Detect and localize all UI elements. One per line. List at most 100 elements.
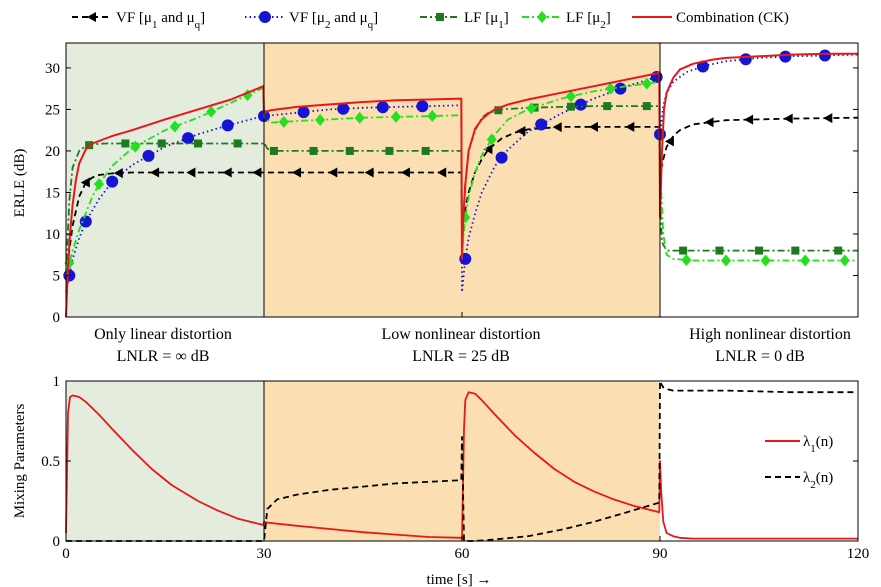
region-labels: Only linear distortion LNLR = ∞ dB Low n…	[94, 326, 851, 365]
erle-marker-vf1	[150, 167, 160, 178]
legend-text: ]	[200, 10, 205, 26]
erle-marker-lf2	[839, 254, 850, 267]
erle-marker-vf2	[416, 100, 429, 113]
mix-y-tick-label: 1	[53, 374, 61, 390]
erle-marker-lf1	[233, 139, 242, 148]
legend-text: and μ	[330, 10, 367, 26]
erle-panel: 0 5 10 15 20 25 30 ERLE (dB)	[12, 42, 859, 326]
legend-label-lf1: LF [μ1]	[464, 10, 509, 31]
legend-item-lf1: LF [μ1]	[420, 10, 509, 31]
erle-y-tick-label: 25	[45, 102, 60, 118]
erle-marker-vf2	[376, 101, 389, 114]
erle-marker-lf1	[385, 146, 394, 155]
erle-marker-vf2	[182, 132, 195, 145]
mix-x-tick-label: 120	[847, 546, 870, 562]
erle-marker-vf1	[364, 167, 374, 178]
erle-marker-vf2	[142, 149, 155, 162]
erle-marker-lf2	[427, 109, 438, 122]
legend-text: ]	[373, 10, 378, 26]
erle-marker-vf2	[535, 118, 548, 131]
erle-marker-vf2	[297, 106, 310, 119]
legend-marker-vf2	[259, 11, 271, 23]
legend-text: and μ	[157, 10, 194, 26]
erle-marker-vf1	[783, 113, 793, 124]
region-high-nonlinear-title: High nonlinear distortion	[689, 326, 851, 343]
erle-marker-lf2	[605, 82, 616, 95]
erle-marker-vf1	[292, 167, 301, 178]
erle-marker-vf1	[744, 114, 754, 125]
erle-marker-vf2	[779, 50, 792, 63]
erle-series	[63, 49, 859, 318]
mix-legend-item-l1: λ1(n)	[765, 434, 833, 455]
mix-line-lambda1	[65, 391, 858, 541]
erle-marker-lf2	[278, 115, 289, 128]
erle-y-tick-label: 15	[45, 185, 60, 201]
erle-marker-vf1	[823, 113, 833, 124]
erle-marker-vf2	[106, 175, 119, 188]
legend-label-vf1: VF [μ1 and μq]	[116, 10, 205, 31]
region-high-nonlinear-bg	[660, 43, 858, 317]
legend-label-vf2: VF [μ2 and μq]	[289, 10, 378, 31]
erle-marker-lf2	[315, 113, 326, 126]
mixing-legend: λ1(n) λ2(n)	[765, 434, 833, 491]
legend-subscript: q	[195, 19, 201, 31]
mix-region-linear-bg	[66, 381, 264, 541]
erle-y-tick-label: 20	[45, 144, 60, 160]
erle-marker-vf1	[400, 167, 410, 178]
erle-marker-lf1	[642, 102, 651, 111]
legend-marker-lf1	[436, 13, 444, 21]
erle-marker-vf1	[80, 177, 90, 188]
mix-legend-label-l2: λ2(n)	[803, 470, 833, 491]
erle-marker-lf2	[800, 254, 811, 267]
erle-marker-lf2	[486, 133, 497, 146]
legend-label-lf2: LF [μ2]	[566, 10, 611, 31]
erle-marker-lf2	[391, 110, 401, 123]
erle-marker-vf1	[664, 136, 674, 147]
erle-marker-lf2	[681, 253, 692, 266]
mix-region-high-nonlinear-bg	[660, 381, 858, 541]
mix-legend-text: λ	[803, 434, 811, 450]
erle-marker-lf1	[494, 106, 503, 115]
mix-legend-item-l2: λ2(n)	[765, 470, 833, 491]
mix-y-tick-label: 0.5	[41, 454, 60, 470]
mix-legend-text: (n)	[816, 434, 834, 450]
erle-marker-lf2	[354, 111, 365, 124]
erle-marker-lf2	[169, 120, 180, 133]
region-linear-title: Only linear distortion	[94, 326, 232, 343]
erle-marker-lf1	[834, 246, 843, 255]
erle-marker-lf2	[526, 102, 537, 115]
erle-marker-lf1	[194, 139, 202, 148]
time-x-axis-label: time [s] →	[427, 572, 492, 587]
erle-marker-lf1	[269, 146, 278, 155]
legend-text: LF [μ	[566, 10, 600, 26]
erle-marker-vf1	[625, 121, 635, 132]
erle-marker-lf1	[679, 246, 688, 255]
legend-item-lf2: LF [μ2]	[522, 10, 611, 31]
erle-marker-lf1	[309, 146, 318, 155]
top-legend: VF [μ1 and μq] VF [μ2 and μq] LF [μ1] LF [μ…	[72, 10, 789, 31]
legend-text: VF [μ	[116, 10, 152, 26]
legend-item-vf2: VF [μ2 and μq]	[245, 10, 378, 31]
erle-y-tick-label: 0	[53, 310, 61, 326]
erle-marker-lf2	[760, 254, 771, 267]
erle-marker-lf1	[121, 139, 130, 148]
erle-marker-lf2	[565, 90, 576, 103]
mix-legend-text: (n)	[816, 470, 834, 486]
mixing-series	[65, 380, 858, 542]
erle-marker-vf1	[552, 122, 562, 133]
legend-subscript: q	[368, 19, 374, 31]
erle-marker-vf2	[574, 98, 587, 111]
erle-marker-vf1	[252, 167, 262, 178]
erle-marker-vf1	[328, 167, 338, 178]
legend-subscript: 1	[498, 19, 504, 31]
erle-marker-lf2	[206, 105, 217, 118]
mix-line-lambda2	[66, 380, 858, 542]
legend-subscript: 2	[600, 19, 606, 31]
erle-marker-lf1	[157, 139, 166, 148]
legend-item-vf1: VF [μ1 and μq]	[72, 10, 205, 31]
erle-y-tick-label: 30	[45, 61, 60, 77]
erle-marker-lf1	[755, 246, 763, 255]
erle-y-tick-label: 10	[45, 227, 60, 243]
erle-marker-vf2	[495, 151, 508, 164]
